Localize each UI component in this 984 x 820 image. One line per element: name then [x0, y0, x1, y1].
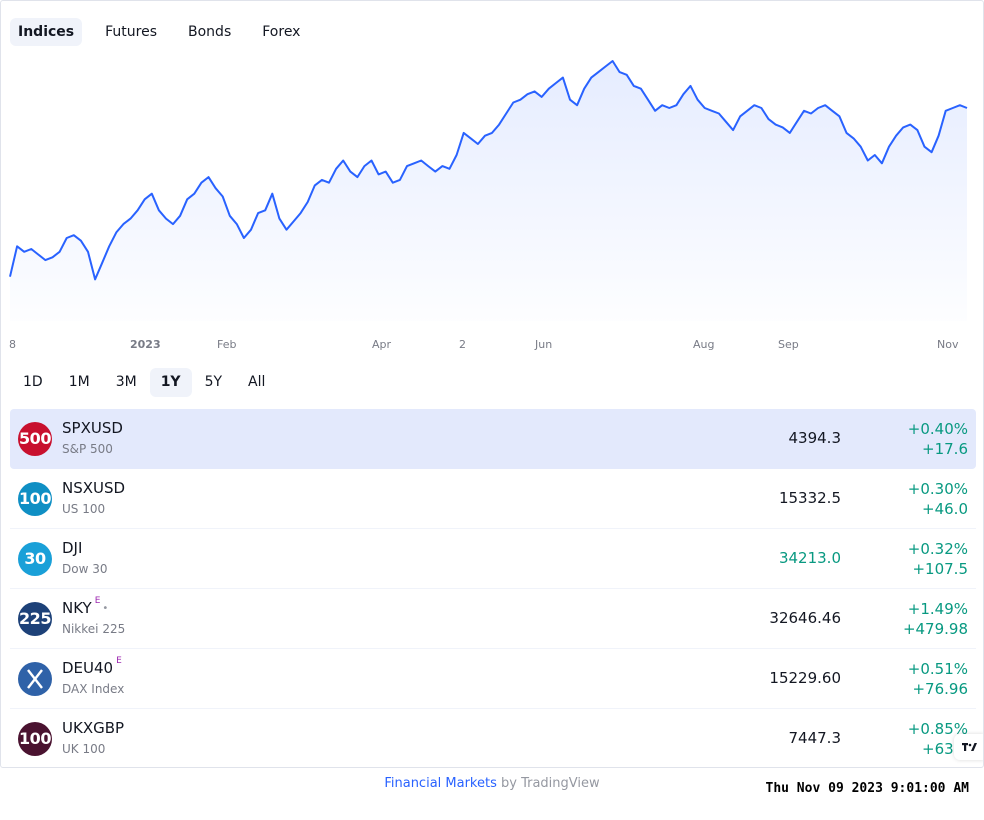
chart-x-axis: 8 2023 Feb Apr 2 Jun Aug Sep Nov — [1, 338, 983, 354]
symbol-row[interactable]: 100 UKXGBP UK 100 7447.3 +0.85% +63.3 — [10, 709, 976, 767]
market-status-dot: • — [102, 603, 109, 614]
last-price: 32646.46 — [769, 609, 841, 627]
x-tick-label: Feb — [217, 338, 237, 351]
logo-text: 500 — [19, 429, 51, 448]
change-values: +0.30% +46.0 — [908, 479, 968, 519]
logo-text: 100 — [19, 489, 51, 508]
change-values: +1.49% +479.98 — [903, 599, 968, 639]
symbol-name[interactable]: SPXUSD — [62, 419, 123, 437]
symbol-row[interactable]: 100 NSXUSD US 100 15332.5 +0.30% +46.0 — [10, 469, 976, 529]
price-chart[interactable] — [1, 51, 983, 321]
change-percent: +0.30% — [907, 480, 968, 498]
market-tabs: Indices Futures Bonds Forex — [10, 18, 323, 46]
last-price: 34213.0 — [778, 549, 841, 567]
symbol-description: Nikkei 225 — [62, 622, 126, 636]
symbol-name[interactable]: NKY E• — [62, 596, 109, 617]
symbol-ticker: NSXUSD — [62, 479, 126, 497]
symbol-logo: 100 — [18, 722, 52, 756]
range-1m[interactable]: 1M — [68, 374, 90, 390]
change-values: +0.51% +76.96 — [908, 659, 968, 699]
change-absolute: +46.0 — [922, 500, 968, 518]
attribution-text: by TradingView — [501, 776, 600, 791]
symbol-ticker: DEU40 — [62, 659, 114, 677]
change-absolute: +76.96 — [912, 680, 968, 698]
symbol-logo: 100 — [18, 482, 52, 516]
change-percent: +0.32% — [907, 540, 968, 558]
change-percent: +0.40% — [907, 420, 968, 438]
change-percent: +0.51% — [907, 660, 968, 678]
symbol-list: 500 SPXUSD S&P 500 4394.3 +0.40% +17.6 1… — [10, 409, 976, 767]
chart-area-fill — [10, 61, 967, 321]
symbol-ticker: UKXGBP — [62, 719, 125, 737]
logo-text: 100 — [19, 729, 51, 748]
tab-forex[interactable]: Forex — [262, 24, 301, 40]
range-selector: 1D 1M 3M 1Y 5Y All — [10, 368, 278, 398]
symbol-name[interactable]: DJI — [62, 539, 82, 557]
x-tick-label: Jun — [535, 338, 553, 351]
tradingview-logo[interactable] — [954, 734, 983, 760]
symbol-description: Dow 30 — [62, 562, 108, 576]
symbol-ticker: SPXUSD — [62, 419, 123, 437]
x-tick-label: Nov — [937, 338, 959, 351]
range-1d[interactable]: 1D — [23, 374, 43, 390]
change-percent: +1.49% — [907, 600, 968, 618]
change-percent: +0.85% — [907, 720, 968, 738]
range-3m[interactable]: 3M — [115, 374, 137, 390]
market-overview-widget: Indices Futures Bonds Forex 8 2023 Feb A… — [0, 0, 984, 768]
symbol-logo: 30 — [18, 542, 52, 576]
exchange-badge: E — [116, 656, 122, 666]
symbol-description: US 100 — [62, 502, 106, 516]
symbol-ticker: DJI — [62, 539, 83, 557]
range-all[interactable]: All — [248, 374, 266, 390]
x-tick-label: Apr — [372, 338, 392, 351]
x-tick-label: Sep — [778, 338, 799, 351]
range-1y[interactable]: 1Y — [149, 368, 192, 397]
change-absolute: +479.98 — [902, 620, 968, 638]
symbol-ticker: NKY — [62, 599, 92, 617]
exchange-badge: E — [94, 596, 101, 606]
symbol-row[interactable]: DEU40 E DAX Index 15229.60 +0.51% +76.96 — [10, 649, 976, 709]
symbol-name[interactable]: DEU40 E — [62, 656, 122, 677]
symbol-description: S&P 500 — [62, 442, 113, 456]
symbol-logo: 500 — [18, 422, 52, 456]
tradingview-logo-icon — [962, 743, 977, 751]
symbol-logo — [18, 662, 52, 696]
symbol-row[interactable]: 30 DJI Dow 30 34213.0 +0.32% +107.5 — [10, 529, 976, 589]
symbol-row[interactable]: 500 SPXUSD S&P 500 4394.3 +0.40% +17.6 — [10, 409, 976, 469]
chart-series-line — [9, 60, 968, 281]
change-values: +0.32% +107.5 — [908, 539, 968, 579]
range-5y[interactable]: 5Y — [204, 374, 223, 390]
change-values: +0.40% +17.6 — [908, 419, 968, 459]
tab-indices[interactable]: Indices — [10, 18, 83, 46]
x-tick-label: Aug — [693, 338, 715, 351]
x-tick-label: 2023 — [130, 338, 161, 351]
change-absolute: +17.6 — [922, 440, 968, 458]
logo-text: 30 — [24, 549, 46, 568]
last-price: 15229.60 — [769, 669, 841, 687]
tab-bonds[interactable]: Bonds — [188, 24, 232, 40]
last-price: 7447.3 — [788, 729, 842, 747]
footer-attribution: Financial Markets by TradingView — [0, 776, 984, 791]
dax-x-icon — [27, 669, 43, 689]
logo-text: 225 — [19, 609, 51, 628]
x-tick-label: 2 — [459, 338, 466, 351]
symbol-logo: 225 — [18, 602, 52, 636]
symbol-description: DAX Index — [62, 682, 125, 696]
timestamp: Thu Nov 09 2023 9:01:00 AM — [765, 781, 970, 796]
last-price: 15332.5 — [778, 489, 841, 507]
financial-markets-link[interactable]: Financial Markets — [384, 776, 497, 791]
tab-futures[interactable]: Futures — [105, 24, 158, 40]
symbol-name[interactable]: NSXUSD — [62, 479, 125, 497]
change-absolute: +107.5 — [912, 560, 968, 578]
last-price: 4394.3 — [788, 429, 842, 447]
symbol-row[interactable]: 225 NKY E• Nikkei 225 32646.46 +1.49% +47… — [10, 589, 976, 649]
symbol-description: UK 100 — [62, 742, 106, 756]
x-tick-label: 8 — [9, 338, 16, 351]
symbol-name[interactable]: UKXGBP — [62, 719, 124, 737]
